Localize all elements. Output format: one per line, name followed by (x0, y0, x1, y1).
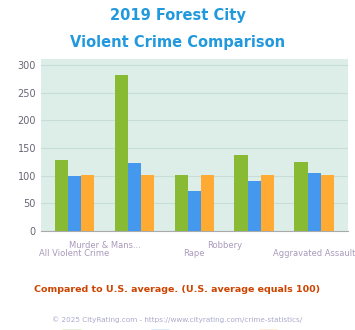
Text: Compared to U.S. average. (U.S. average equals 100): Compared to U.S. average. (U.S. average … (34, 285, 321, 294)
Bar (261, 175, 274, 231)
Bar (235, 155, 248, 231)
Bar (201, 175, 214, 231)
Text: Violent Crime Comparison: Violent Crime Comparison (70, 35, 285, 50)
Text: Robbery: Robbery (207, 241, 242, 250)
Bar (81, 175, 94, 231)
Text: All Violent Crime: All Violent Crime (39, 249, 110, 258)
Text: 2019 Forest City: 2019 Forest City (110, 8, 245, 23)
Bar (294, 162, 307, 231)
Bar (115, 76, 128, 231)
Legend: Forest City, North Carolina, National: Forest City, North Carolina, National (58, 325, 331, 330)
Bar (321, 175, 334, 231)
Bar (55, 160, 68, 231)
Bar (128, 163, 141, 231)
Bar (141, 175, 154, 231)
Bar (307, 173, 321, 231)
Text: © 2025 CityRating.com - https://www.cityrating.com/crime-statistics/: © 2025 CityRating.com - https://www.city… (53, 317, 302, 323)
Text: Aggravated Assault: Aggravated Assault (273, 249, 355, 258)
Bar (248, 181, 261, 231)
Bar (188, 191, 201, 231)
Text: Rape: Rape (184, 249, 205, 258)
Text: Murder & Mans...: Murder & Mans... (69, 241, 141, 250)
Bar (68, 176, 81, 231)
Bar (175, 175, 188, 231)
